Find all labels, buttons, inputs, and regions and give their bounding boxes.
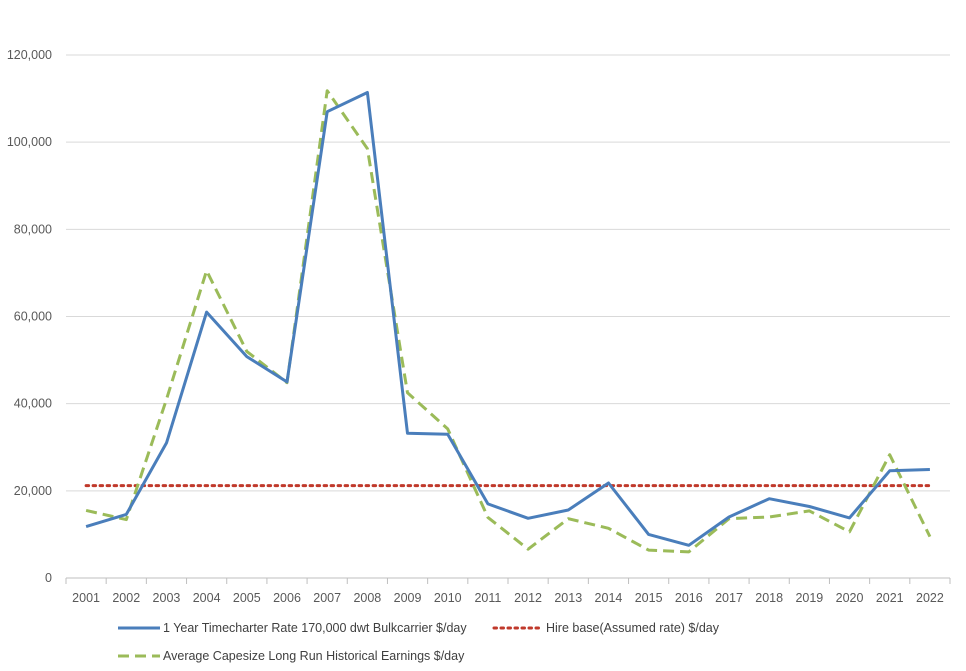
x-tick-label: 2010 — [434, 591, 462, 605]
y-tick-label: 100,000 — [7, 135, 52, 149]
x-tick-label: 2008 — [353, 591, 381, 605]
x-tick-label: 2018 — [755, 591, 783, 605]
x-tick-label: 2021 — [876, 591, 904, 605]
x-tick-label: 2022 — [916, 591, 944, 605]
x-tick-label: 2005 — [233, 591, 261, 605]
legend-label-1: 1 Year Timecharter Rate 170,000 dwt Bulk… — [163, 621, 467, 635]
y-axis-tick-labels: 0 20,000 40,000 60,000 80,000 100,000 120,000 — [7, 48, 52, 585]
y-tick-label: 80,000 — [14, 222, 52, 236]
x-tick-label: 2017 — [715, 591, 743, 605]
y-tick-label: 60,000 — [14, 310, 52, 324]
x-tick-label: 2004 — [193, 591, 221, 605]
x-tick-label: 2016 — [675, 591, 703, 605]
x-tick-label: 2007 — [313, 591, 341, 605]
x-tick-label: 2019 — [795, 591, 823, 605]
y-tick-label: 40,000 — [14, 397, 52, 411]
series-line-3 — [85, 89, 932, 554]
x-tick-label: 2013 — [554, 591, 582, 605]
series-lines — [84, 89, 932, 554]
y-tick-label: 0 — [45, 571, 52, 585]
y-tick-label: 20,000 — [14, 484, 52, 498]
legend-label-2: Hire base(Assumed rate) $/day — [546, 621, 720, 635]
gridlines — [66, 54, 950, 492]
series-line-1 — [85, 91, 930, 547]
x-tick-label: 2009 — [394, 591, 422, 605]
x-axis: 2001 2002 2003 2004 2005 2006 2007 2008 2009 2010… — [65, 577, 951, 605]
x-tick-label: 2020 — [836, 591, 864, 605]
x-tick-label: 2012 — [514, 591, 542, 605]
x-tick-label: 2015 — [635, 591, 663, 605]
x-tick-label: 2003 — [153, 591, 181, 605]
x-tick-label: 2001 — [72, 591, 100, 605]
x-tick-label: 2011 — [474, 591, 501, 605]
x-tick-label: 2002 — [112, 591, 140, 605]
x-tick-label: 2014 — [595, 591, 623, 605]
x-tick-label: 2006 — [273, 591, 301, 605]
legend: 1 Year Timecharter Rate 170,000 dwt Bulk… — [118, 621, 720, 663]
y-tick-label: 120,000 — [7, 48, 52, 62]
legend-label-3: Average Capesize Long Run Historical Ear… — [163, 649, 465, 663]
